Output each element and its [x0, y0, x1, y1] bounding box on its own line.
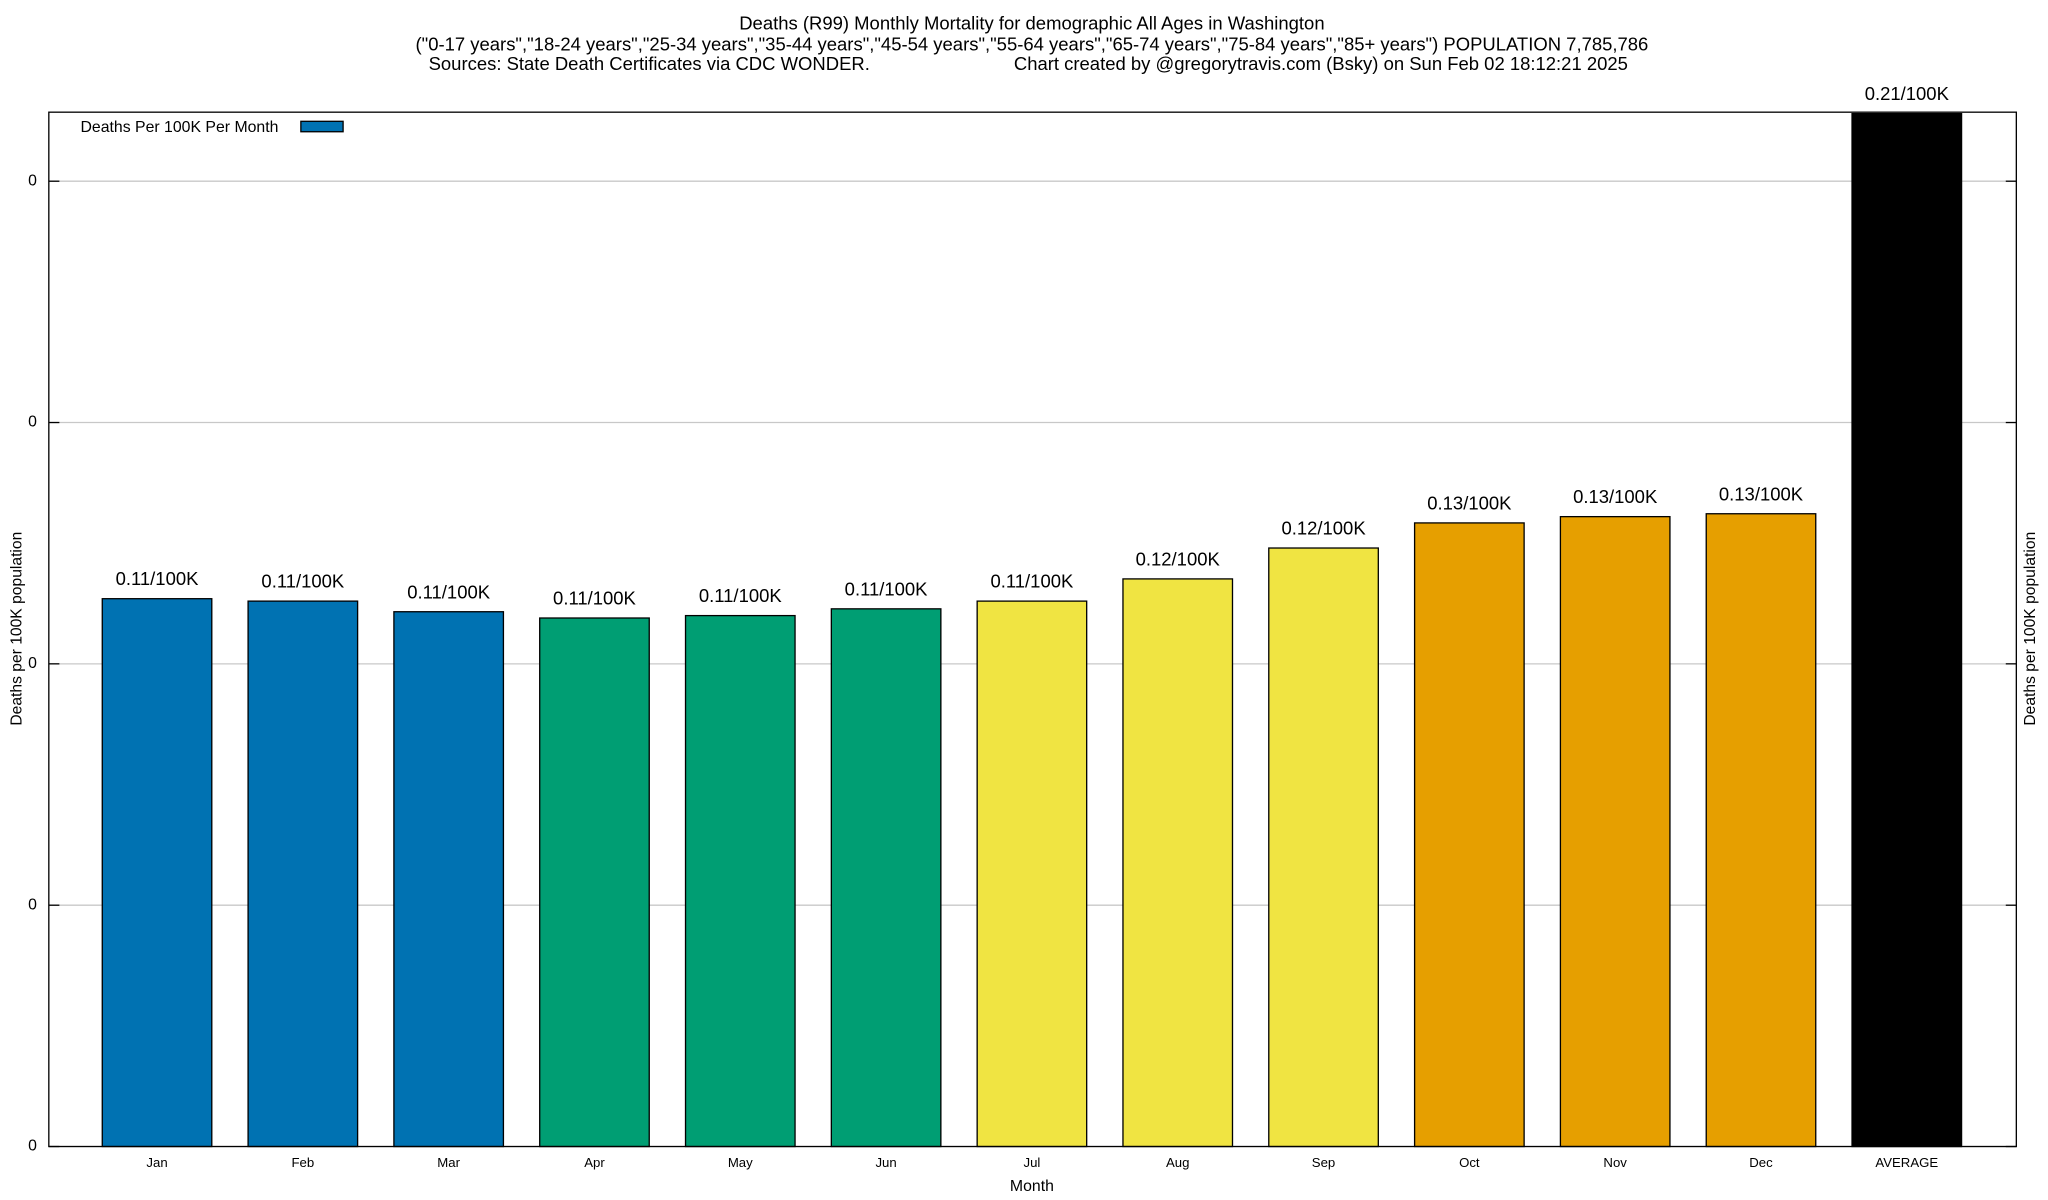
x-tick-label: Feb	[291, 1155, 314, 1170]
source: Sources: State Death Certificates via CD…	[429, 53, 870, 74]
y2-axis-label: Deaths per 100K population	[2022, 532, 2039, 726]
bar	[1851, 112, 1963, 1148]
y-tick-label: 0	[28, 1138, 37, 1155]
value-label: 0.12/100K	[1281, 518, 1366, 539]
x-tick-label: Sep	[1312, 1155, 1335, 1170]
credit: Chart created by @gregorytravis.com (Bsk…	[1014, 53, 1628, 74]
legend: Deaths Per 100K Per Month	[59, 114, 344, 141]
bar	[830, 608, 942, 1148]
bar	[247, 600, 359, 1148]
x-tick-label: Aug	[1166, 1155, 1189, 1170]
x-tick-label: May	[728, 1155, 753, 1170]
x-tick-label: Jun	[875, 1155, 896, 1170]
x-tick-label: Apr	[584, 1155, 605, 1170]
y-axis-label: Deaths per 100K population	[8, 532, 25, 726]
legend-swatch	[300, 120, 344, 133]
bar	[976, 600, 1088, 1148]
bar	[1413, 522, 1525, 1148]
legend-background	[59, 114, 344, 141]
legend-label: Deaths Per 100K Per Month	[80, 119, 278, 136]
bar	[1705, 513, 1817, 1148]
x-tick-label: Jan	[146, 1155, 167, 1170]
value-label: 0.11/100K	[407, 581, 491, 602]
value-label: 0.11/100K	[699, 585, 783, 606]
value-label: 0.13/100K	[1719, 483, 1804, 504]
x-tick-label: Dec	[1749, 1155, 1773, 1170]
bar	[1559, 515, 1671, 1148]
value-label: 0.11/100K	[116, 568, 200, 589]
x-tick-label: Nov	[1603, 1155, 1627, 1170]
x-axis-label: Month	[1010, 1178, 1054, 1195]
value-label: 0.11/100K	[845, 578, 929, 599]
y-tick-label: 0	[28, 896, 37, 913]
value-label: 0.13/100K	[1573, 486, 1658, 507]
plot-frame	[48, 111, 2017, 1148]
y-tick-label: 0	[28, 172, 37, 189]
x-tick-label: Oct	[1459, 1155, 1480, 1170]
bars: Jan 0.11/100K Feb 0.11/100K Mar 0.11/100K Apr 0…	[101, 83, 1963, 1170]
x-tick-label: Jul	[1023, 1155, 1040, 1170]
x-tick-label: Mar	[437, 1155, 460, 1170]
value-label: 0.11/100K	[553, 588, 637, 609]
value-label: 0.12/100K	[1136, 549, 1221, 570]
y-tick-label: 0	[28, 414, 37, 431]
chart-title: Deaths (R99) Monthly Mortality for demog…	[739, 13, 1324, 34]
value-label: 0.11/100K	[261, 571, 345, 592]
x-tick-label: AVERAGE	[1875, 1155, 1938, 1170]
value-label: 0.13/100K	[1427, 493, 1512, 514]
value-label: 0.21/100K	[1865, 83, 1950, 104]
chart-subtitle: ("0-17 years","18-24 years","25-34 years…	[415, 34, 1648, 55]
bar	[1268, 547, 1379, 1148]
value-label: 0.11/100K	[990, 571, 1074, 592]
bar	[1122, 578, 1234, 1148]
y-tick-label: 0	[28, 655, 37, 672]
bar	[101, 598, 213, 1148]
bar	[539, 617, 650, 1148]
bar	[684, 614, 796, 1148]
bar	[393, 611, 505, 1148]
